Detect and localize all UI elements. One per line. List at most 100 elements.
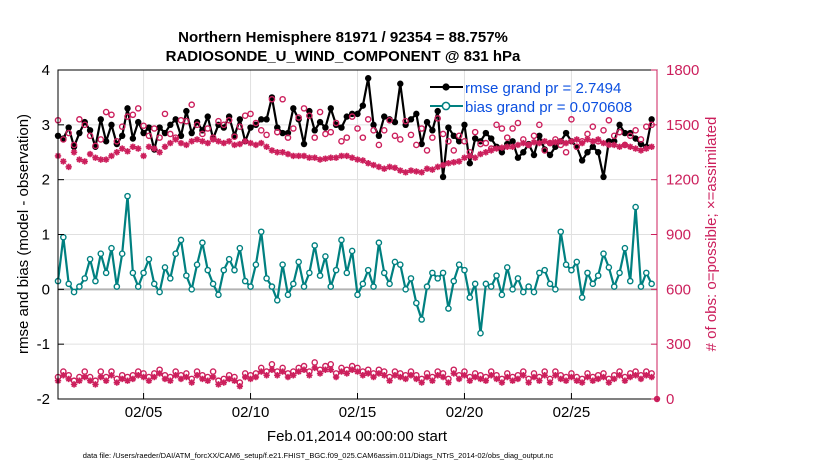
rmse-point: [177, 132, 185, 139]
obs-assimilated-low-point: [370, 373, 377, 381]
obs-assimilated-point: [108, 152, 115, 160]
obs-possible-point: [434, 115, 442, 122]
obs-count-series: [54, 95, 661, 403]
rmse-point: [161, 129, 169, 137]
bias-point: [519, 288, 527, 296]
obs-assimilated-low-point: [306, 372, 313, 379]
obs-possible-point: [225, 116, 233, 124]
bias-point: [418, 316, 425, 323]
bias-point: [354, 291, 361, 299]
obs-possible-point: [81, 121, 89, 129]
obs-possible-point: [231, 133, 238, 141]
obs-possible-point: [322, 130, 329, 138]
obs-assimilated-low-point: [316, 370, 324, 377]
obs-possible-point: [268, 95, 276, 103]
obs-possible-point: [605, 116, 613, 124]
obs-assimilated-low-point: [648, 373, 655, 381]
bias-point: [584, 269, 591, 277]
rmse-point: [268, 94, 276, 101]
rmse-point: [252, 121, 260, 129]
obs-assimilated-point: [552, 138, 559, 146]
bias-point: [343, 269, 351, 277]
obs-assimilated-point: [65, 163, 72, 171]
obs-assimilated-point: [76, 156, 83, 163]
rmse-point: [589, 143, 597, 150]
obs-assimilated-point: [327, 154, 334, 161]
obs-assimilated-low-point: [504, 373, 511, 381]
bias-point: [637, 283, 645, 290]
obs-assimilated-point: [584, 136, 591, 143]
rmse-point: [520, 149, 527, 156]
obs-assimilated-low-point: [466, 377, 474, 384]
obs-assimilated-point: [578, 139, 586, 147]
obs-possible-point: [252, 119, 260, 127]
obs-assimilated-point: [354, 156, 361, 163]
obs-assimilated-point: [300, 152, 308, 160]
obs-assimilated-point: [568, 138, 575, 145]
obs-assimilated-low-point: [252, 373, 260, 381]
bias-series-line: [56, 195, 653, 335]
obs-assimilated-point: [594, 136, 602, 143]
bias-point: [70, 288, 78, 296]
obs-possible-point: [413, 141, 420, 149]
rmse-point: [258, 116, 265, 123]
obs-assimilated-low-point: [177, 375, 185, 383]
rmse-point: [188, 129, 195, 137]
x-axis-label: Feb.01,2014 00:00:00 start: [267, 428, 448, 445]
obs-assimilated-point: [541, 138, 548, 145]
obs-possible-point: [503, 134, 511, 141]
rmse-point: [621, 129, 629, 137]
obs-assimilated-point: [332, 154, 340, 161]
obs-assimilated-point: [274, 149, 281, 156]
obs-assimilated-low-point: [129, 375, 137, 383]
obs-assimilated-low-point: [199, 375, 206, 383]
rmse-point: [632, 135, 639, 142]
obs-possible-point: [348, 113, 356, 120]
obs-assimilated-low-point: [295, 368, 302, 375]
obs-assimilated-low-point: [477, 375, 484, 383]
rmse-point: [290, 105, 297, 112]
bias-point: [375, 239, 383, 247]
bias-point: [498, 291, 506, 299]
obs-assimilated-low-point: [284, 373, 292, 381]
obs-assimilated-low-point: [258, 368, 265, 375]
obs-assimilated-point: [140, 152, 147, 160]
obs-assimilated-low-point: [311, 364, 318, 372]
obs-assimilated-low-point: [402, 375, 409, 383]
obs-possible-point: [113, 137, 121, 145]
bias-point: [129, 269, 137, 277]
rmse-point: [156, 124, 163, 131]
obs-assimilated-point: [557, 138, 564, 145]
bias-point: [546, 280, 554, 288]
obs-assimilated-low-point: [605, 379, 613, 386]
bias-point: [183, 272, 190, 279]
rmse-point: [247, 124, 254, 131]
obs-possible-point: [167, 130, 174, 138]
obs-assimilated-point: [129, 143, 137, 150]
obs-possible-point: [573, 143, 581, 151]
bias-point: [562, 261, 570, 268]
obs-assimilated-point: [279, 149, 286, 156]
obs-assimilated-low-point: [568, 373, 575, 381]
obs-assimilated-low-point: [621, 377, 629, 384]
obs-assimilated-low-point: [268, 366, 276, 373]
rmse-point: [418, 140, 425, 148]
bias-point: [413, 299, 420, 307]
obs-possible-point: [482, 139, 490, 147]
bias-point: [65, 280, 72, 288]
x-tick-label: 02/15: [339, 404, 377, 421]
bias-point: [364, 266, 372, 274]
obs-possible-point: [204, 125, 212, 132]
obs-assimilated-low-point: [439, 373, 447, 381]
y2-axis-label: # of obs: o=possible; ×=assimilated: [703, 117, 720, 352]
obs-possible-point: [600, 127, 607, 134]
obs-assimilated-point: [151, 145, 158, 152]
rmse-point: [381, 113, 388, 120]
obs-assimilated-point: [386, 163, 393, 171]
rmse-point: [108, 121, 115, 129]
obs-assimilated-point: [498, 144, 506, 151]
obs-assimilated-point: [600, 139, 607, 147]
y-tick-label: 1: [42, 227, 50, 244]
obs-assimilated-low-point: [375, 370, 383, 377]
bias-point: [589, 280, 597, 288]
